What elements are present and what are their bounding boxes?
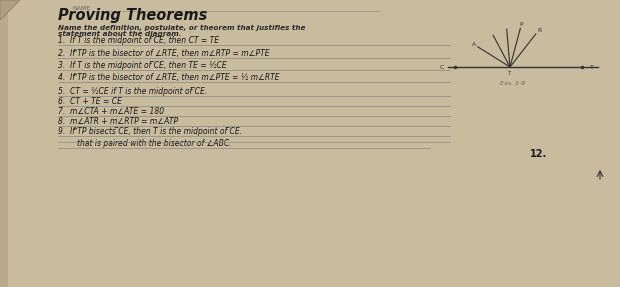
Text: NAME: NAME (72, 6, 91, 11)
Text: Proving Theorems: Proving Theorems (58, 8, 207, 23)
Text: C: C (440, 65, 445, 70)
Text: R: R (537, 28, 541, 33)
Text: 7.  m∠CTA + m∠ATE = 180: 7. m∠CTA + m∠ATE = 180 (58, 107, 164, 116)
Text: 6.  CT + TE = CE: 6. CT + TE = CE (58, 97, 122, 106)
Polygon shape (0, 0, 20, 20)
Text: T: T (507, 71, 510, 76)
Text: 2.  If ⃗TP is the bisector of ∠RTE, then m∠RTP = m∠PTE: 2. If ⃗TP is the bisector of ∠RTE, then … (58, 49, 270, 58)
Text: that is paired with the bisector of ∠ABC.: that is paired with the bisector of ∠ABC… (58, 139, 232, 148)
Text: A: A (472, 42, 476, 47)
Text: statement about the diagram.: statement about the diagram. (58, 31, 182, 37)
Text: 3.  If T is the midpoint of ̅CE, then TE = ½CE: 3. If T is the midpoint of ̅CE, then TE … (58, 61, 227, 70)
Text: 12.: 12. (530, 149, 547, 159)
Text: P: P (520, 22, 523, 26)
Text: 4.  If ⃗TP is the bisector of ∠RTE, then m∠PTE = ½ m∠RTE: 4. If ⃗TP is the bisector of ∠RTE, then … (58, 73, 280, 82)
Text: T: T (590, 65, 594, 70)
Text: Name the definition, postulate, or theorem that justifies the: Name the definition, postulate, or theor… (58, 25, 306, 31)
Text: 9.  If ⃗TP bisects ̅CE, then T is the midpoint of ̅CE.: 9. If ⃗TP bisects ̅CE, then T is the mid… (58, 127, 242, 136)
Bar (0, 0, 8, 287)
Text: 1.  If T is the midpoint of ̅CE, then CT = TE: 1. If T is the midpoint of ̅CE, then CT … (58, 36, 219, 45)
Text: Exs. 1-9: Exs. 1-9 (500, 81, 525, 86)
Text: 5.  CT = ½CE if T is the midpoint of ̅CE.: 5. CT = ½CE if T is the midpoint of ̅CE. (58, 87, 207, 96)
Text: 8.  m∠ATR + m∠RTP = m∠ATP: 8. m∠ATR + m∠RTP = m∠ATP (58, 117, 178, 126)
